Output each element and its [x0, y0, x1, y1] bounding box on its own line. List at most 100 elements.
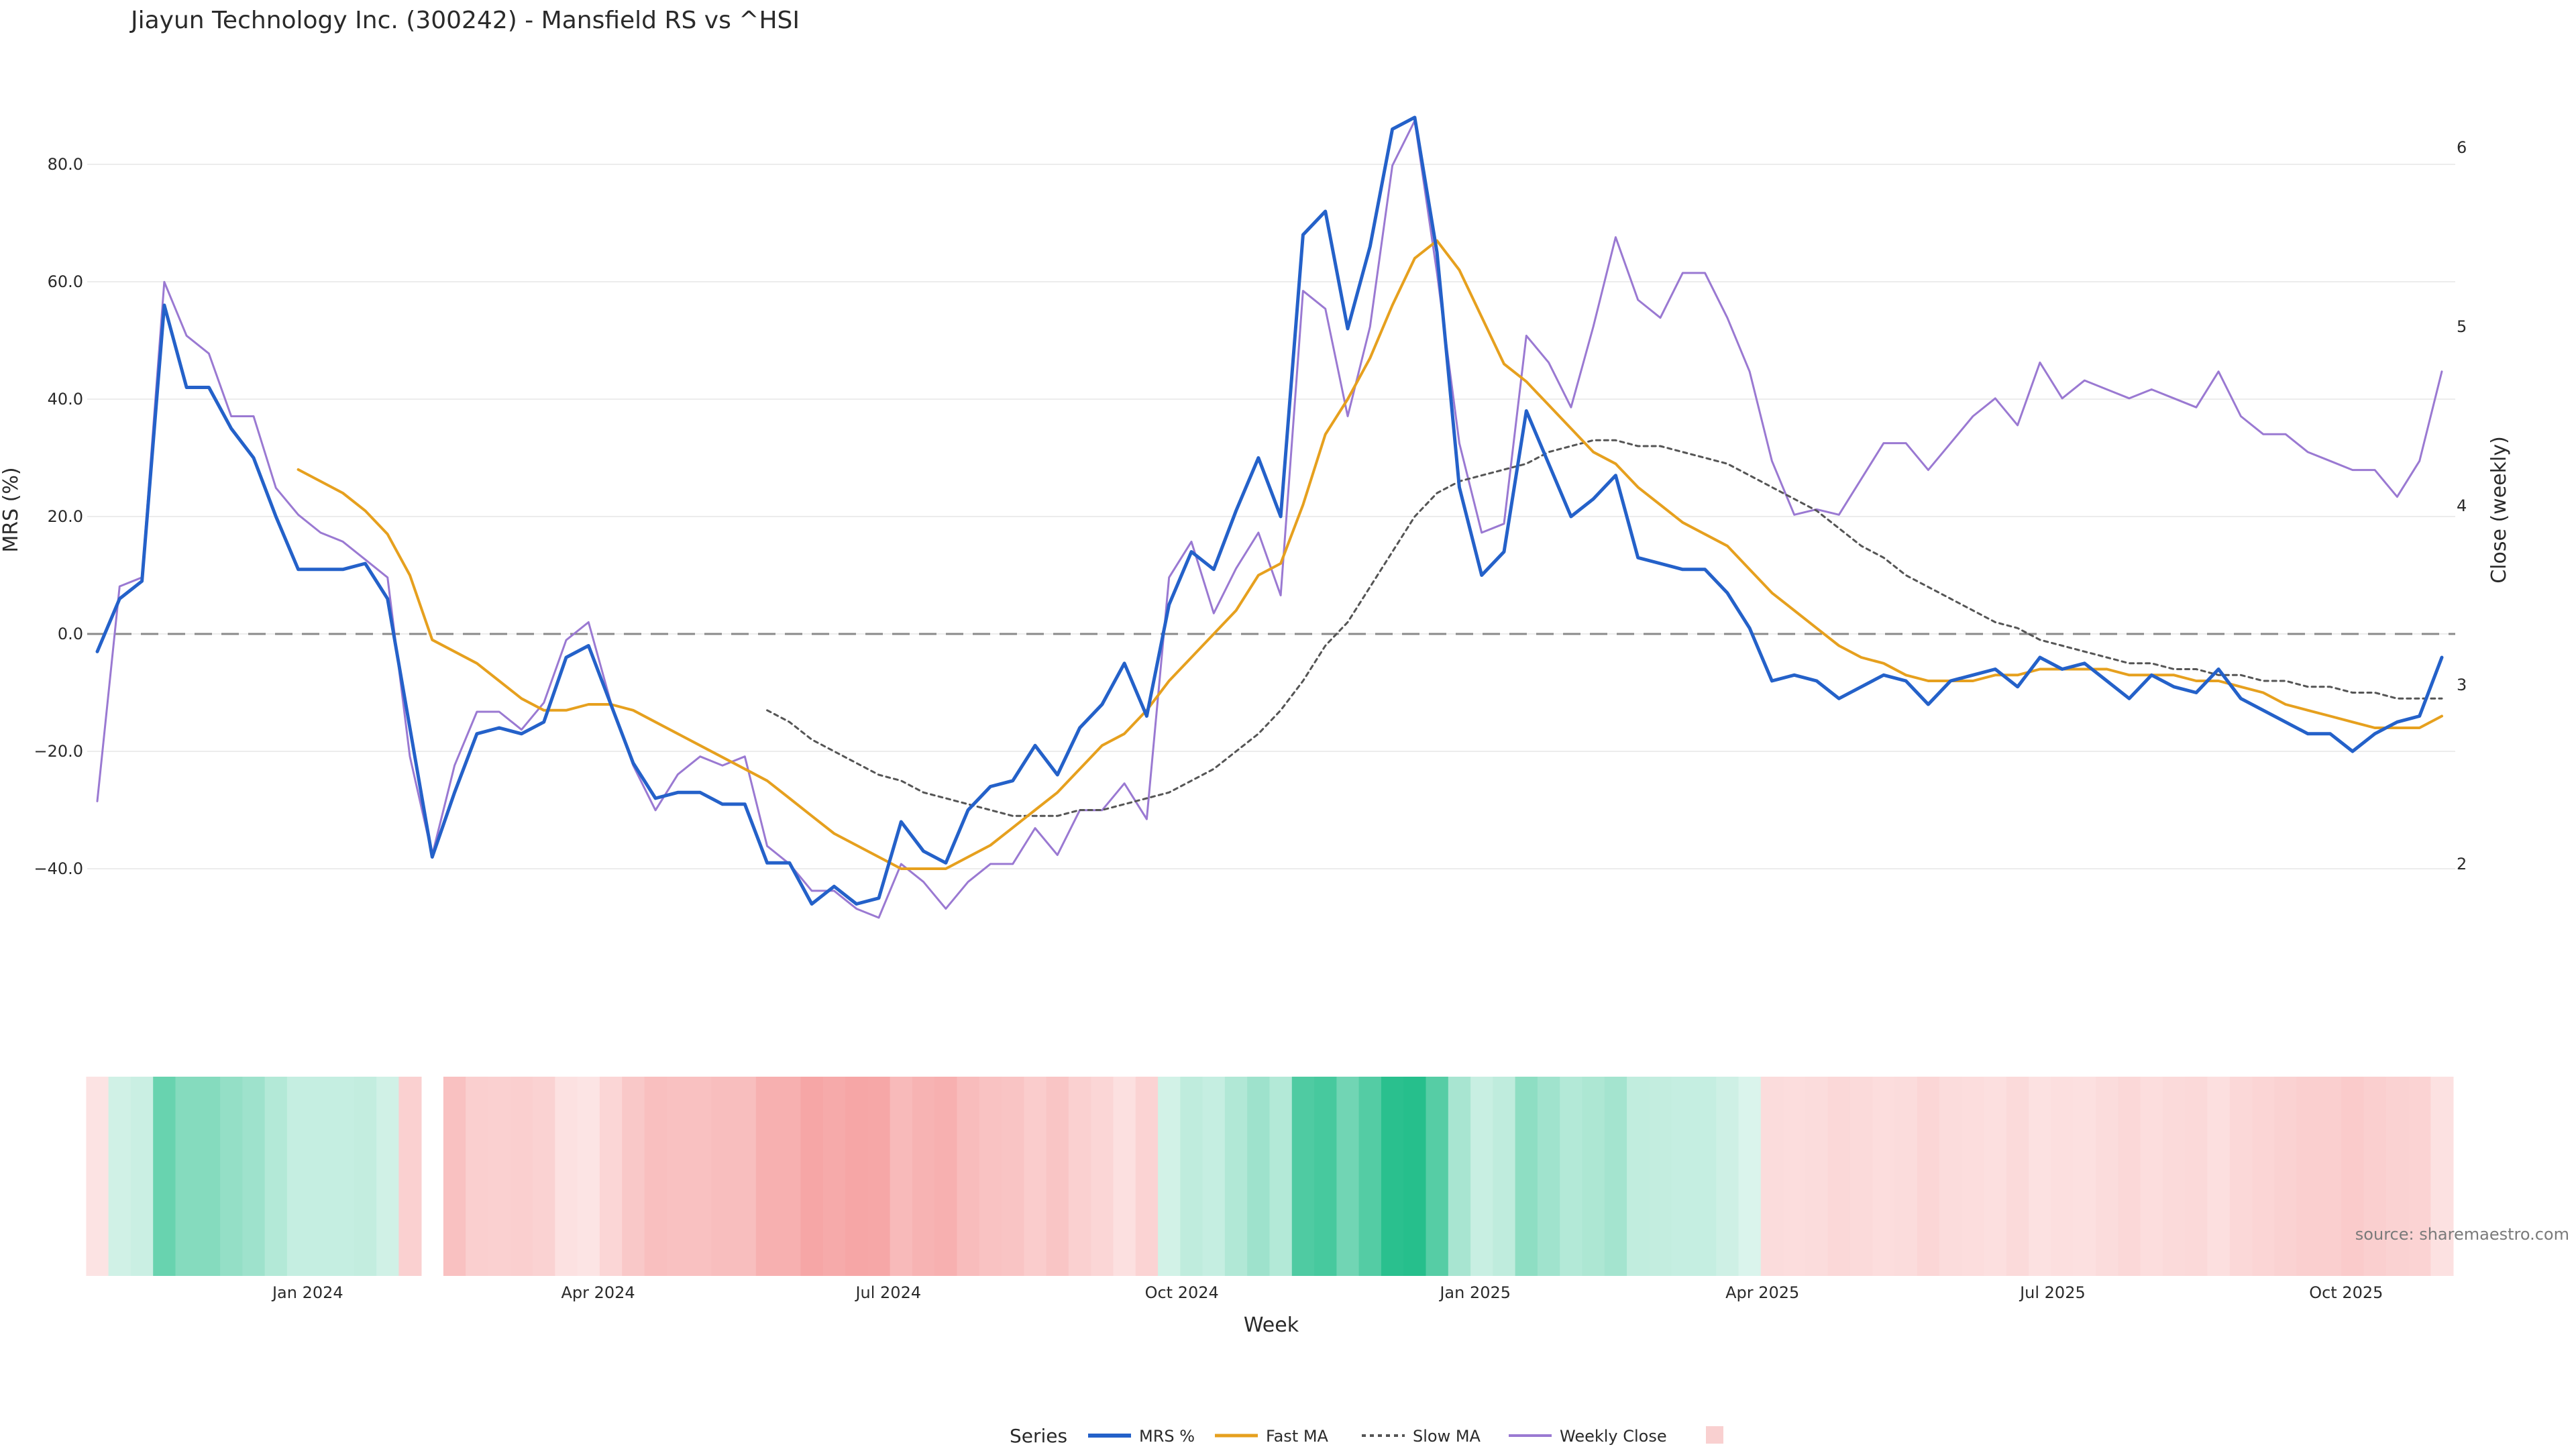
heat-cell: [354, 1077, 377, 1276]
right-tick-label: 6: [2457, 138, 2467, 157]
heat-cell: [890, 1077, 913, 1276]
left-tick-label: 0.0: [58, 625, 83, 643]
heat-cell: [1760, 1077, 1784, 1276]
heat-cell: [533, 1077, 556, 1276]
heat-cell: [1849, 1077, 1873, 1276]
heat-cell: [778, 1077, 802, 1276]
heat-cell: [867, 1077, 891, 1276]
heat-cell: [2207, 1077, 2231, 1276]
heat-cell: [733, 1077, 757, 1276]
left-tick-label: −20.0: [34, 742, 83, 761]
legend-swatch-heat-strip: [1706, 1426, 1723, 1444]
heat-cell: [1649, 1077, 1672, 1276]
heat-cell: [376, 1077, 400, 1276]
right-axis-ticks: 6 5 4 3 2: [2457, 138, 2467, 873]
heat-cell: [242, 1077, 266, 1276]
heat-cell: [443, 1077, 466, 1276]
heat-cell: [197, 1077, 221, 1276]
heat-cell: [1671, 1077, 1695, 1276]
heat-cell: [1068, 1077, 1091, 1276]
heat-cell: [1805, 1077, 1829, 1276]
heat-cell: [912, 1077, 935, 1276]
x-tick-label: Apr 2025: [1725, 1283, 1799, 1302]
heat-cell: [2274, 1077, 2298, 1276]
heat-cell: [934, 1077, 958, 1276]
heat-cell: [1224, 1077, 1248, 1276]
heat-cell: [1917, 1077, 1940, 1276]
heat-cell: [822, 1077, 846, 1276]
x-tick-label: Jul 2024: [854, 1283, 921, 1302]
heat-cell: [1269, 1077, 1293, 1276]
right-axis-title: Close (weekly): [2487, 436, 2511, 584]
heat-cell: [1158, 1077, 1181, 1276]
heat-cell: [1515, 1077, 1538, 1276]
heat-cell: [2118, 1077, 2141, 1276]
series-line-slow-ma: [766, 439, 2443, 817]
heat-cell: [800, 1077, 824, 1276]
heat-cell: [1113, 1077, 1136, 1276]
heat-cell: [577, 1077, 600, 1276]
series-line-mrs: [95, 115, 2444, 906]
heat-cell: [1493, 1077, 1516, 1276]
heat-cell: [398, 1077, 422, 1276]
right-tick-label: 4: [2457, 496, 2467, 515]
x-tick-label: Oct 2025: [2309, 1283, 2383, 1302]
heat-cell: [175, 1077, 199, 1276]
heat-cell: [1984, 1077, 2007, 1276]
heat-cell: [1582, 1077, 1605, 1276]
x-tick-label: Oct 2024: [1145, 1283, 1219, 1302]
heat-cell: [220, 1077, 244, 1276]
heat-cell: [2051, 1077, 2074, 1276]
heat-cell: [2162, 1077, 2186, 1276]
heat-cell: [2408, 1077, 2432, 1276]
left-tick-label: 80.0: [48, 155, 83, 174]
series-line-fast-ma: [297, 239, 2443, 870]
heat-cell: [1202, 1077, 1226, 1276]
heat-cell: [86, 1077, 109, 1276]
heat-cell: [1135, 1077, 1159, 1276]
heat-cell: [1381, 1077, 1404, 1276]
x-tick-label: Apr 2024: [561, 1283, 635, 1302]
heat-cell: [555, 1077, 578, 1276]
heat-cell: [1046, 1077, 1069, 1276]
heat-cell: [108, 1077, 131, 1276]
series-line-weekly-close: [96, 119, 2443, 919]
heat-cell: [153, 1077, 176, 1276]
heat-cell: [2140, 1077, 2163, 1276]
heat-cell: [2385, 1077, 2409, 1276]
heat-cell: [1336, 1077, 1360, 1276]
heat-cell: [1894, 1077, 1918, 1276]
left-tick-label: −40.0: [34, 859, 83, 878]
heat-cell: [1872, 1077, 1896, 1276]
heat-cell: [2296, 1077, 2320, 1276]
heat-cell: [286, 1077, 310, 1276]
heat-cell: [2029, 1077, 2052, 1276]
heat-cell: [599, 1077, 623, 1276]
left-tick-label: 60.0: [48, 272, 83, 291]
heat-cell: [2252, 1077, 2275, 1276]
legend-title: Series: [1010, 1425, 1067, 1447]
heat-cell: [2341, 1077, 2365, 1276]
heat-cell: [1247, 1077, 1271, 1276]
heat-cell: [2363, 1077, 2387, 1276]
heat-cell: [2073, 1077, 2096, 1276]
heat-cell: [1783, 1077, 1807, 1276]
right-tick-label: 5: [2457, 317, 2467, 336]
heat-cell: [488, 1077, 511, 1276]
legend: Series MRS % Fast MA Slow MA Weekly Close: [1010, 1425, 1723, 1447]
heat-cell: [1962, 1077, 1985, 1276]
heat-cell: [1627, 1077, 1650, 1276]
left-axis-ticks: 80.0 60.0 40.0 20.0 0.0 −20.0 −40.0: [34, 155, 83, 878]
x-tick-label: Jan 2024: [271, 1283, 343, 1302]
heat-cell: [2430, 1077, 2454, 1276]
heat-cell: [1180, 1077, 1203, 1276]
heat-cell: [1827, 1077, 1851, 1276]
legend-label: Weekly Close: [1560, 1427, 1667, 1446]
heat-cell: [2185, 1077, 2208, 1276]
left-axis-title: MRS (%): [0, 467, 23, 552]
legend-label: MRS %: [1139, 1427, 1195, 1446]
x-tick-label: Jul 2025: [2019, 1283, 2086, 1302]
x-axis-title: Week: [1244, 1313, 1299, 1337]
heat-cell: [2318, 1077, 2342, 1276]
heat-strip: [86, 1077, 2454, 1276]
